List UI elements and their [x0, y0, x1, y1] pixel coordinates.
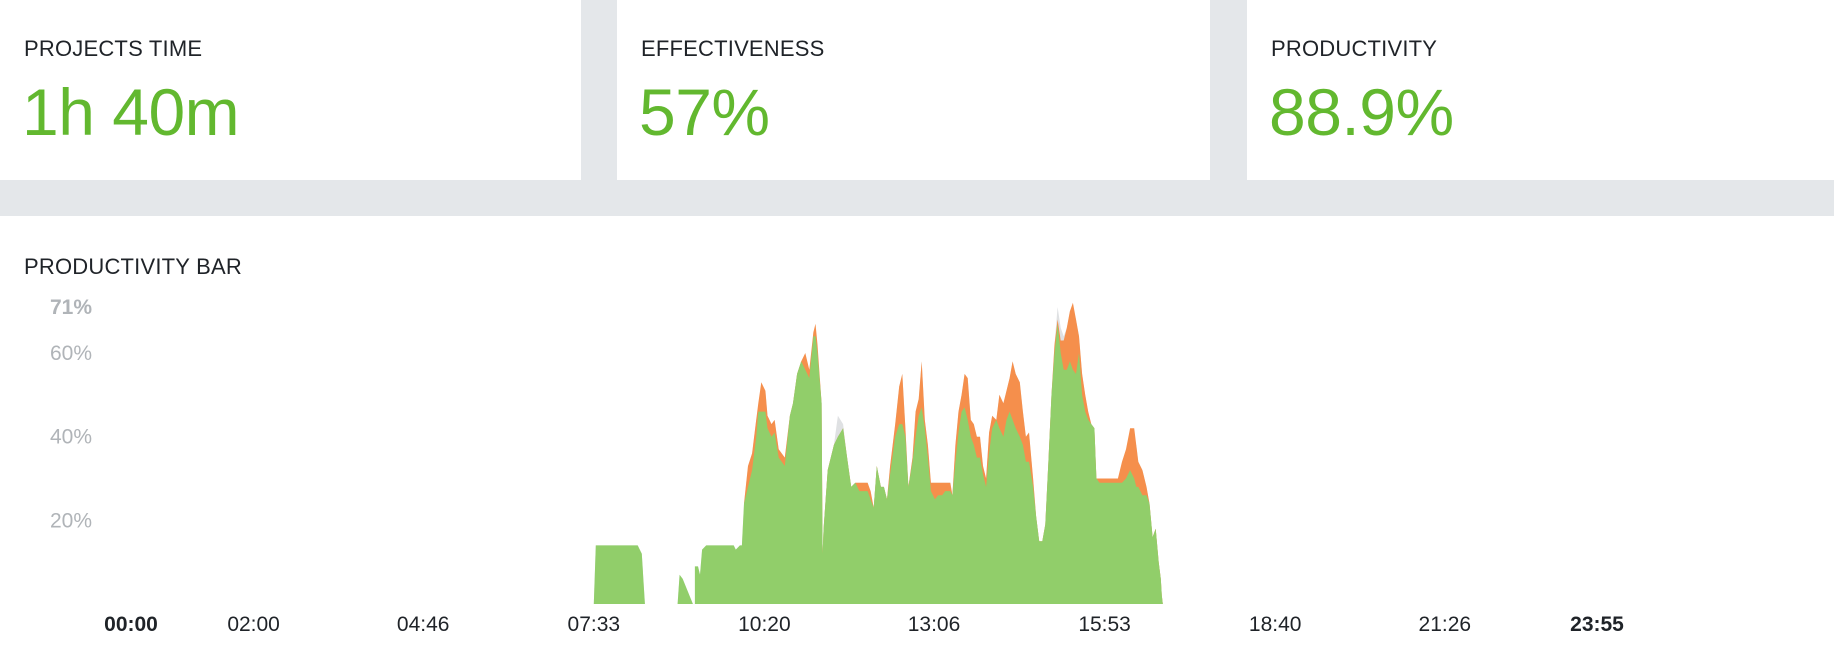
area-series-2-segment-1 — [677, 574, 693, 604]
projects-time-card: PROJECTS TIME 1h 40m — [0, 0, 581, 180]
area-series-2-segment-0 — [593, 545, 645, 604]
productivity-card: PRODUCTIVITY 88.9% — [1247, 0, 1834, 180]
effectiveness-card: EFFECTIVENESS 57% — [617, 0, 1210, 180]
x-tick-label-7: 18:40 — [1249, 613, 1302, 636]
y-tick-label-0: 71% — [50, 296, 92, 319]
effectiveness-label: EFFECTIVENESS — [641, 36, 825, 61]
y-tick-label-3: 20% — [50, 509, 92, 532]
x-tick-label-4: 10:20 — [738, 613, 791, 636]
area-series-2-segment-2 — [694, 323, 1163, 604]
productivity-bar-panel: PRODUCTIVITY BAR 71% 60% 40% 20% 00:00 02:00 0… — [0, 216, 1834, 662]
x-tick-label-2: 04:46 — [397, 613, 450, 636]
x-tick-label-9: 23:55 — [1570, 613, 1624, 636]
chart-title: PRODUCTIVITY BAR — [24, 254, 242, 279]
x-tick-label-6: 15:53 — [1078, 613, 1131, 636]
y-tick-label-2: 40% — [50, 426, 92, 449]
productivity-value: 88.9% — [1269, 75, 1454, 149]
x-tick-label-3: 07:33 — [568, 613, 621, 636]
productivity-label: PRODUCTIVITY — [1271, 36, 1438, 61]
projects-time-label: PROJECTS TIME — [24, 36, 203, 61]
productivity-bar-chart: 71% 60% 40% 20% 00:00 02:00 04:46 07:33 10:20 13:… — [50, 296, 1624, 636]
x-tick-label-0: 00:00 — [104, 613, 158, 636]
effectiveness-value: 57% — [639, 75, 770, 149]
x-tick-label-1: 02:00 — [227, 613, 280, 636]
x-tick-label-5: 13:06 — [908, 613, 961, 636]
projects-time-value: 1h 40m — [22, 75, 240, 149]
y-tick-label-1: 60% — [50, 342, 92, 365]
x-tick-label-8: 21:26 — [1419, 613, 1472, 636]
